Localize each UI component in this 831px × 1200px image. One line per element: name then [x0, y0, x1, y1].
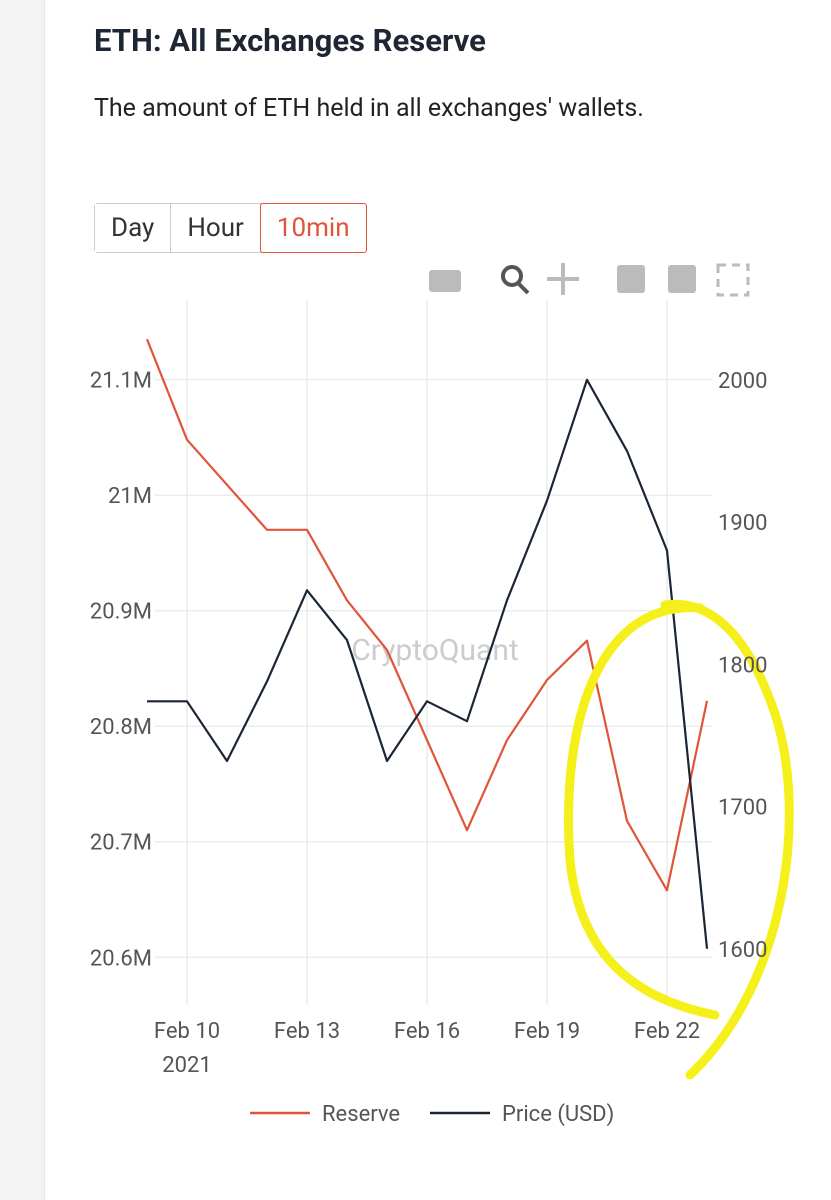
series-line [145, 338, 709, 892]
x-year-label: 2021 [162, 1053, 211, 1078]
card [44, 0, 831, 1200]
camera-icon[interactable] [429, 270, 461, 292]
y-tick-label: 20.7M [90, 831, 152, 856]
y-tick-label: 20.9M [90, 600, 152, 625]
y2-tick-label: 1600 [718, 938, 767, 963]
y2-tick-label: 1800 [718, 653, 767, 678]
x-tick-label: Feb 16 [394, 1019, 460, 1044]
tab-button[interactable]: Day [95, 204, 172, 252]
zoom-out-icon[interactable] [668, 265, 696, 293]
zoom-handle [516, 281, 530, 295]
y-tick-label: 21M [108, 484, 152, 509]
x-tick-label: Feb 19 [514, 1019, 580, 1044]
tab-button[interactable]: Hour [171, 204, 261, 252]
chart-title: ETH: All Exchanges Reserve [94, 22, 486, 59]
chart-subtitle: The amount of ETH held in all exchanges'… [94, 94, 644, 123]
y2-tick-label: 2000 [718, 369, 767, 394]
x-tick-label: Feb 10 [154, 1019, 220, 1044]
legend-label: Price (USD) [502, 1102, 614, 1127]
series-line [147, 378, 709, 949]
interval-tabs: Day Hour 10min [94, 203, 367, 253]
pan-icon[interactable] [547, 263, 579, 295]
y-tick-label: 21.1M [90, 369, 152, 394]
y-tick-label: 20.8M [90, 715, 152, 740]
x-tick-label: Feb 22 [634, 1019, 700, 1044]
y2-tick-label: 1900 [718, 511, 767, 536]
y-tick-label: 20.6M [90, 946, 152, 971]
highlight-circle [564, 599, 794, 1080]
toolbar [429, 263, 750, 297]
zoom-in-icon[interactable] [617, 265, 645, 293]
zoom-icon[interactable] [501, 265, 523, 287]
tab-button[interactable]: 10min [259, 203, 367, 253]
reset-icon[interactable] [716, 263, 750, 297]
x-tick-label: Feb 13 [274, 1019, 340, 1044]
legend-label: Reserve [322, 1102, 400, 1127]
y2-tick-label: 1700 [718, 796, 767, 821]
